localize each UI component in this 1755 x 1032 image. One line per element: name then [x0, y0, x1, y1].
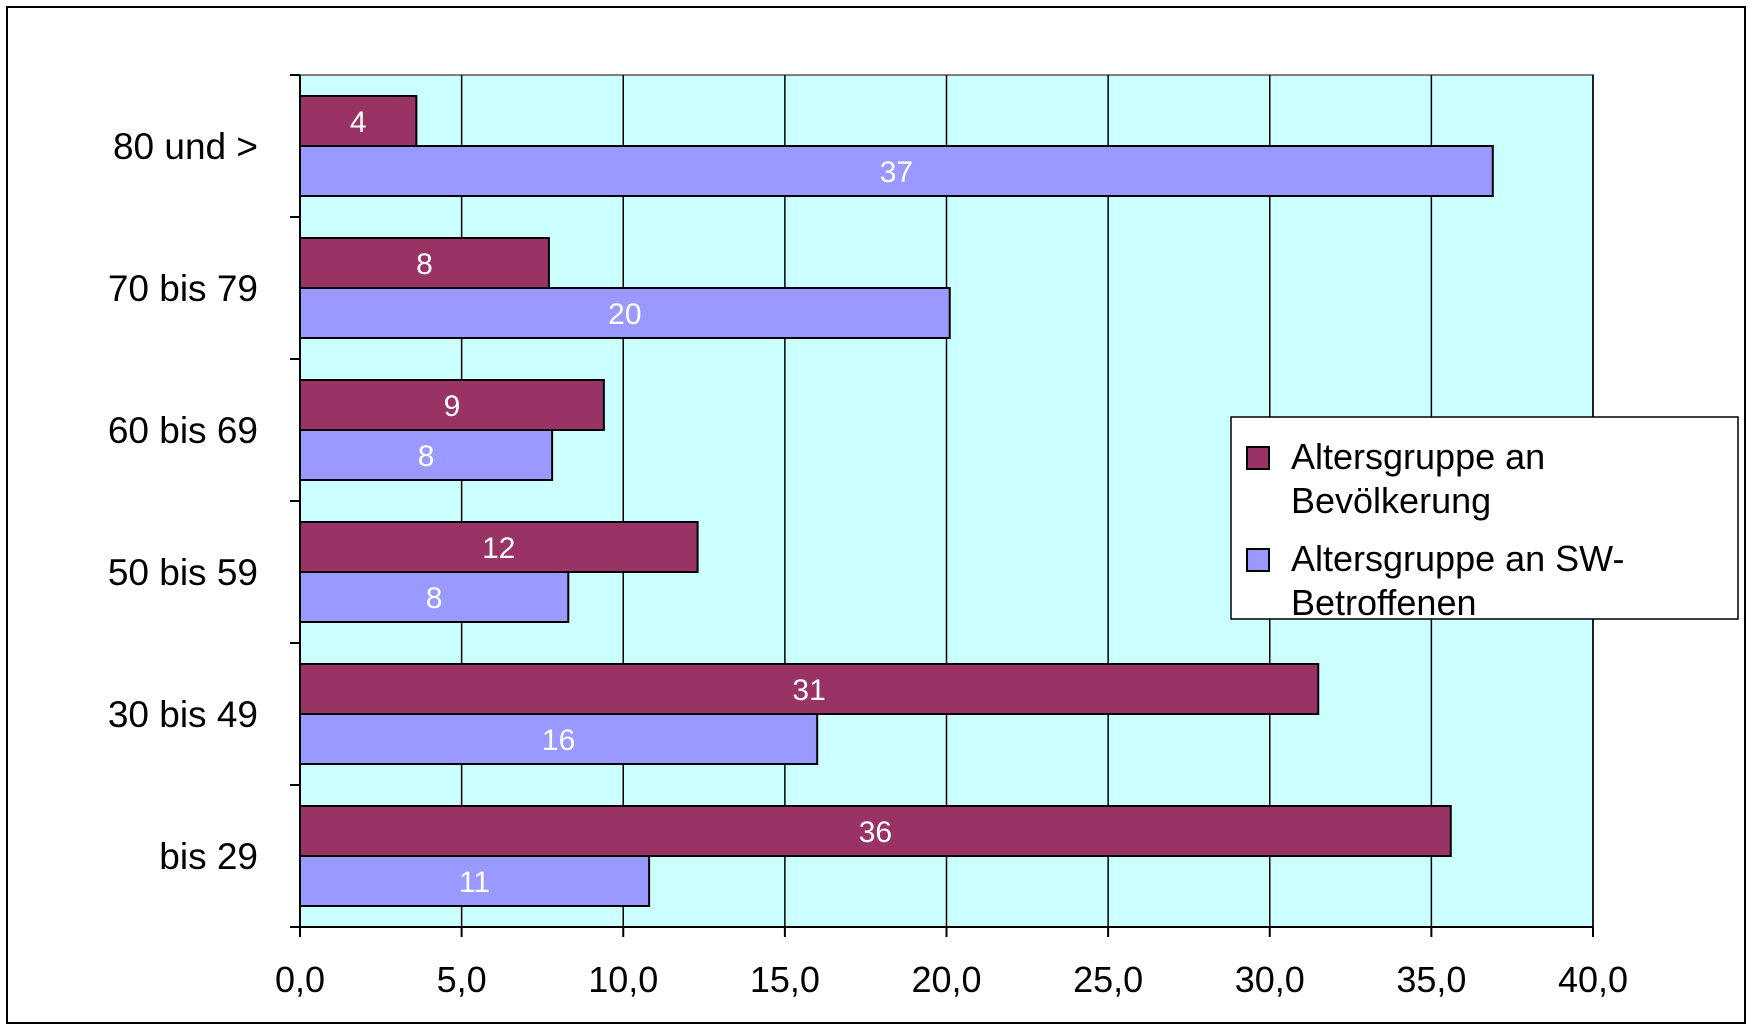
- category-label: 80 und >: [113, 126, 258, 167]
- bar: [299, 237, 550, 289]
- gridlines: [460, 75, 1594, 927]
- x-tick-label: 25,0: [1073, 959, 1143, 1000]
- axes: [290, 74, 1594, 937]
- data-label: 8: [426, 582, 443, 615]
- bar: [299, 521, 699, 573]
- x-tick-label: 40,0: [1558, 959, 1628, 1000]
- data-label: 12: [482, 532, 515, 565]
- bar: [299, 287, 951, 339]
- x-tick-label: 15,0: [750, 959, 820, 1000]
- bar: [299, 95, 418, 147]
- x-tick-label: 10,0: [588, 959, 658, 1000]
- legend-swatch: [1246, 548, 1270, 572]
- data-label: 9: [444, 390, 461, 423]
- bar: [299, 855, 651, 907]
- category-label: 50 bis 59: [108, 552, 258, 593]
- x-tick-label: 30,0: [1235, 959, 1305, 1000]
- legend-box: [1230, 416, 1739, 620]
- bar: [299, 379, 605, 431]
- data-label: 20: [608, 298, 641, 331]
- legend-swatch: [1246, 446, 1270, 470]
- legend-label: Bevölkerung: [1291, 480, 1491, 521]
- data-label: 37: [880, 156, 913, 189]
- category-labels: 80 und > 70 bis 79 60 bis 69 50 bis 59 30 bi…: [108, 126, 258, 877]
- x-tick-label: 0,0: [275, 959, 325, 1000]
- legend-label: Altersgruppe an SW-: [1291, 538, 1625, 579]
- category-label: bis 29: [159, 836, 258, 877]
- x-tick-label: 20,0: [911, 959, 981, 1000]
- bar: [299, 429, 554, 481]
- legend-label: Betroffenen: [1291, 582, 1476, 623]
- data-label: 4: [350, 106, 367, 139]
- category-label: 70 bis 79: [108, 268, 258, 309]
- data-label: 31: [792, 674, 825, 707]
- bar: [299, 571, 570, 623]
- data-label: 36: [859, 816, 892, 849]
- category-label: 60 bis 69: [108, 410, 258, 451]
- x-tick-label: 35,0: [1396, 959, 1466, 1000]
- category-label: 30 bis 49: [108, 694, 258, 735]
- bar: [299, 145, 1494, 197]
- bar: [299, 713, 819, 765]
- data-label: 16: [542, 724, 575, 757]
- legend-label: Altersgruppe an: [1291, 436, 1545, 477]
- data-label: 8: [416, 248, 433, 281]
- x-tick-label: 5,0: [437, 959, 487, 1000]
- data-label: 8: [418, 440, 435, 473]
- bar: [299, 805, 1452, 857]
- bar: [299, 663, 1320, 715]
- x-tick-labels: 0,0 5,0 10,0 15,0 20,0 25,0 30,0 35,0 40,0: [275, 959, 1628, 1000]
- data-label: 11: [459, 866, 490, 899]
